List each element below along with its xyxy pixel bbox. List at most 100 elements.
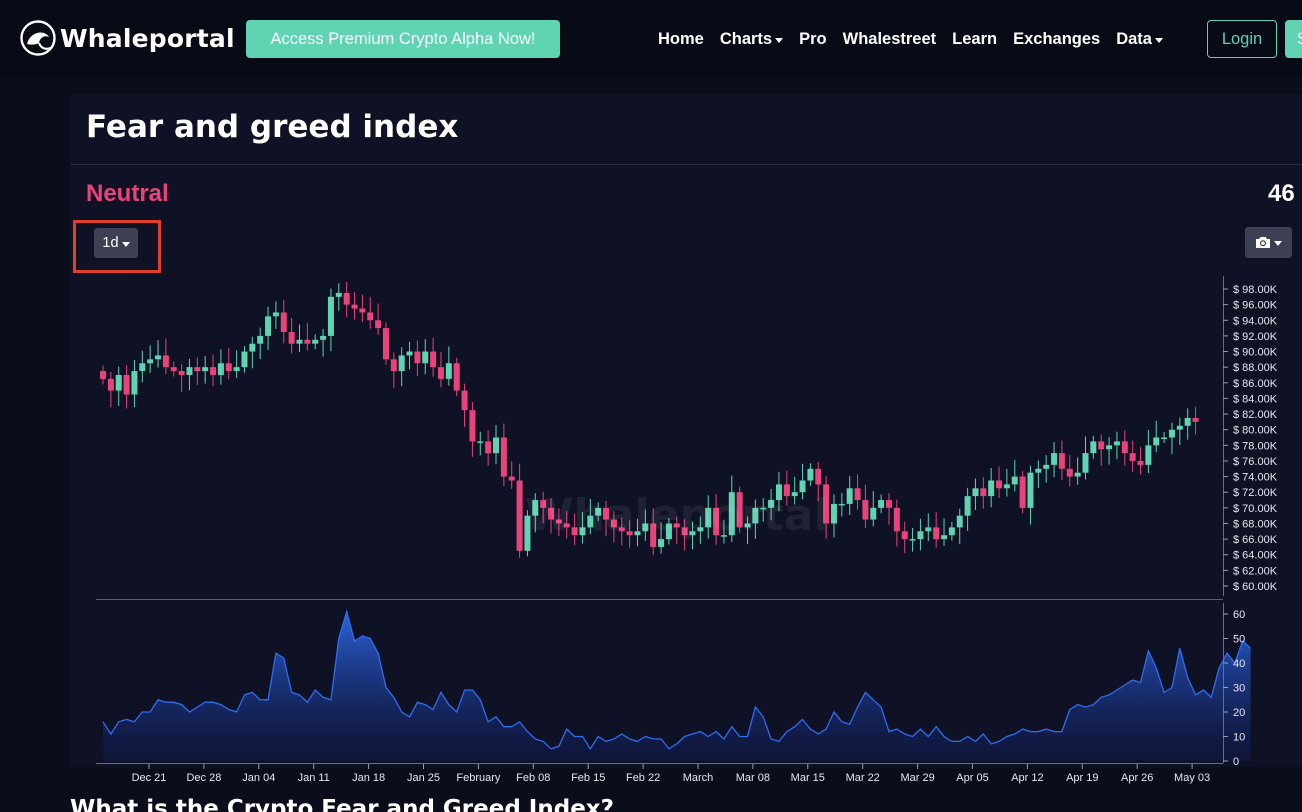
price-tick-label: $ 86.00K [1233, 378, 1278, 390]
price-tick-label: $ 64.00K [1233, 550, 1278, 562]
candle-body [925, 527, 932, 532]
candle-body [461, 390, 468, 411]
candle-body [972, 488, 979, 497]
candle-body [139, 363, 146, 372]
nav-whalestreet-label: Whalestreet [842, 29, 937, 48]
candle-body [343, 292, 350, 305]
candle-body [744, 523, 751, 528]
index-tick-label: 60 [1233, 609, 1245, 621]
nav-pro[interactable]: Pro [799, 30, 827, 49]
candle-body [886, 500, 892, 508]
price-tick-label: $ 60.00K [1233, 581, 1278, 593]
candle-body [673, 523, 680, 528]
index-tick-label: 10 [1233, 732, 1245, 744]
nav-charts[interactable]: Charts [719, 29, 784, 49]
price-tick-label: $ 92.00K [1233, 331, 1278, 343]
candle-body [791, 492, 798, 497]
candle-body [563, 523, 570, 528]
candle-body [1098, 441, 1105, 450]
time-tick-label: Mar 29 [900, 772, 934, 784]
price-tick-label: $ 66.00K [1233, 534, 1278, 546]
candle-body [445, 363, 452, 379]
index-axis: 60 50 40 30 20 10 0 [1223, 603, 1245, 768]
candle-body [1035, 468, 1042, 473]
time-tick-label: Feb 15 [571, 772, 605, 784]
candle-body [595, 507, 602, 516]
candle-body [838, 503, 845, 506]
candle-body [131, 371, 138, 395]
chevron-down-icon [775, 37, 784, 43]
nav-charts-label: Charts [719, 29, 773, 48]
candle-body [948, 527, 955, 536]
candle-body [288, 331, 295, 344]
candle-body [642, 523, 649, 532]
index-tick-label: 50 [1233, 634, 1245, 646]
nav-home[interactable]: Home [658, 30, 704, 49]
time-tick-label: May 03 [1174, 772, 1210, 784]
chevron-down-icon [1154, 37, 1163, 43]
candle-body [202, 367, 209, 372]
premium-promo-button[interactable]: Access Premium Crypto Alpha Now! [246, 20, 560, 58]
signup-button[interactable]: S [1285, 20, 1302, 58]
timeframe-label: 1d [102, 235, 119, 251]
candle-body [650, 523, 657, 547]
candle-body [587, 515, 594, 528]
candle-body [1137, 460, 1144, 465]
screenshot-dropdown[interactable] [1245, 227, 1292, 258]
candle-body [705, 507, 712, 528]
brand-name: Whaleportal [60, 23, 235, 53]
index-tick-label: 40 [1233, 658, 1245, 670]
price-tick-label: $ 82.00K [1233, 409, 1278, 421]
candle-body [186, 367, 193, 375]
candle-body [760, 507, 767, 510]
chevron-down-icon [1274, 241, 1282, 246]
candle-body [658, 539, 665, 547]
candle-body [1051, 453, 1058, 465]
candle-body [870, 507, 877, 520]
candle-body [217, 363, 224, 375]
camera-icon [1256, 237, 1270, 248]
candle-body [225, 363, 232, 372]
candle-body [571, 527, 578, 536]
candle-body [697, 527, 704, 532]
candle-body [736, 492, 743, 528]
time-tick-label: Mar 08 [736, 772, 770, 784]
nav-exchanges-label: Exchanges [1013, 29, 1101, 48]
candle-body [980, 488, 987, 497]
candle-body [516, 480, 523, 551]
timeframe-dropdown[interactable]: 1d [94, 228, 138, 258]
candle-body [909, 539, 916, 541]
candle-body [996, 480, 1003, 489]
candle-body [988, 480, 995, 497]
candle-body [115, 374, 122, 391]
candle-body [477, 441, 484, 443]
nav-data[interactable]: Data [1116, 30, 1163, 49]
index-tick-label: 30 [1233, 683, 1245, 695]
price-tick-label: $ 62.00K [1233, 565, 1278, 577]
candle-body [933, 527, 940, 540]
price-tick-label: $ 80.00K [1233, 425, 1278, 437]
time-tick-label: March [683, 772, 714, 784]
candle-body [901, 531, 908, 540]
candle-body [555, 519, 562, 524]
sentiment-label: Neutral [86, 180, 169, 207]
nav-learn[interactable]: Learn [952, 30, 997, 49]
brand-logo[interactable]: Whaleportal [18, 17, 235, 59]
candle-body [123, 374, 130, 395]
price-tick-label: $ 70.00K [1233, 503, 1278, 515]
candle-body [1145, 445, 1152, 465]
candle-body [713, 507, 720, 536]
candle-body [1153, 437, 1160, 446]
candle-body [878, 500, 885, 508]
nav-exchanges[interactable]: Exchanges [1013, 30, 1100, 49]
candle-body [610, 519, 617, 528]
candle-body [107, 378, 114, 391]
candle-body [941, 535, 948, 540]
login-button[interactable]: Login [1207, 20, 1277, 58]
nav-whalestreet[interactable]: Whalestreet [843, 30, 937, 49]
top-navbar: Whaleportal Access Premium Crypto Alpha … [0, 0, 1302, 78]
candle-body [100, 371, 106, 379]
candle-body [1027, 472, 1034, 508]
candle-body [956, 515, 963, 528]
